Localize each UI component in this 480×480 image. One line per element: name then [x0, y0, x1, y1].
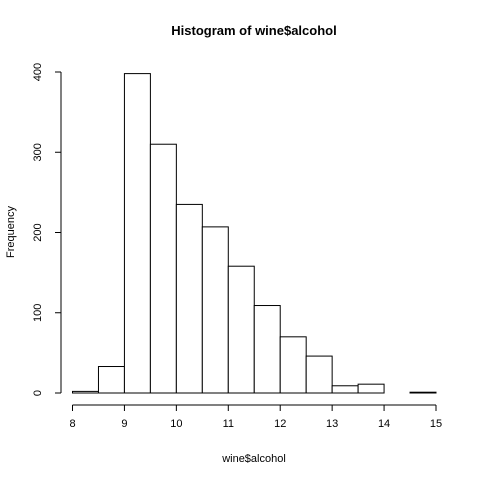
histogram-bar: [72, 390, 99, 394]
x-tick-label: 13: [326, 418, 338, 430]
y-tick-label: 0: [32, 390, 44, 396]
x-tick-label: 9: [121, 418, 127, 430]
histogram-bar: [305, 355, 333, 394]
x-tick-label: 14: [378, 418, 390, 430]
histogram-bar: [409, 391, 437, 394]
histogram-bar: [123, 73, 151, 394]
x-tick-label: 12: [274, 418, 286, 430]
bars-group: [72, 73, 437, 394]
y-tick-label: 400: [32, 63, 44, 81]
histogram-bar: [175, 203, 203, 394]
x-tick-label: 10: [170, 418, 182, 430]
x-tick-label: 15: [430, 418, 442, 430]
chart-title: Histogram of wine$alcohol: [171, 23, 336, 38]
histogram-bar: [149, 143, 177, 394]
histogram-bar: [253, 305, 281, 394]
y-axis-label: Frequency: [5, 206, 17, 258]
histogram-bar: [331, 385, 359, 394]
histogram-bar: [357, 383, 385, 394]
x-axis: 8 9 10 11 12 13 14 15: [69, 404, 442, 430]
y-tick-label: 300: [32, 143, 44, 161]
histogram-bar: [97, 366, 125, 394]
histogram-bar: [201, 226, 229, 394]
histogram-bar: [227, 265, 255, 394]
x-tick-label: 8: [69, 418, 75, 430]
y-tick-label: 100: [32, 304, 44, 322]
y-tick-label: 200: [32, 223, 44, 241]
x-tick-label: 11: [223, 418, 234, 430]
histogram-bar: [279, 336, 307, 394]
x-axis-label: wine$alcohol: [221, 453, 286, 465]
y-axis: 0 100 200 300 400: [32, 63, 62, 396]
